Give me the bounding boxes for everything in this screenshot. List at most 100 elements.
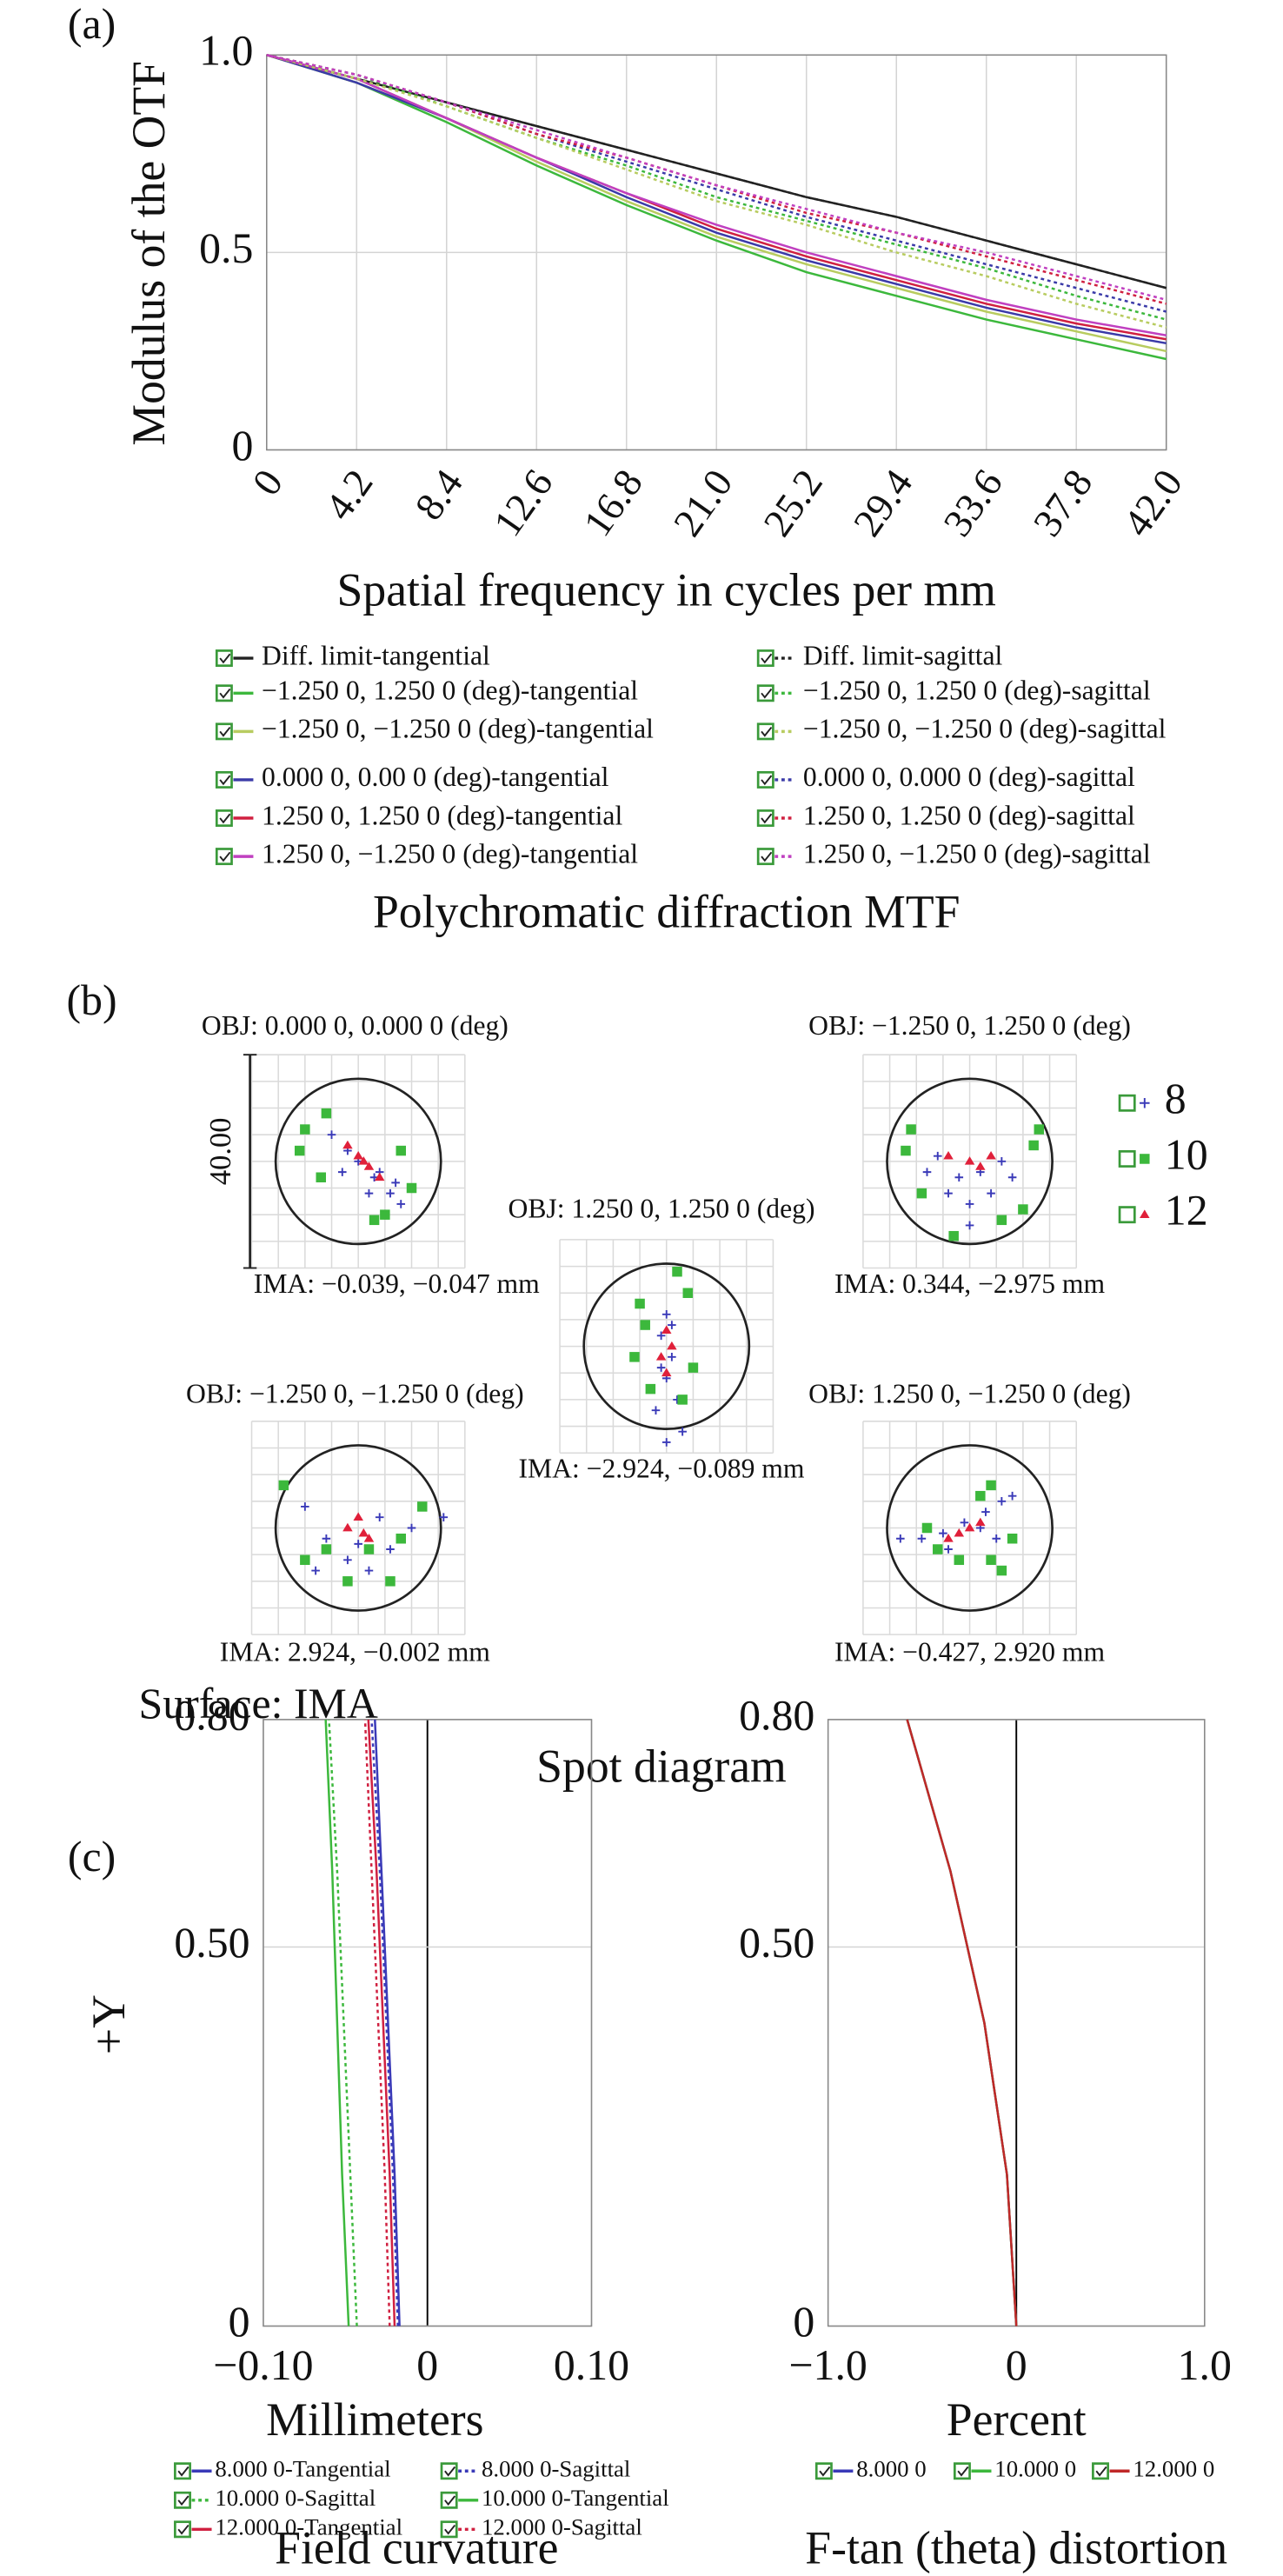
spot-point: [954, 1528, 965, 1537]
chart-title: Polychromatic diffraction MTF: [373, 885, 961, 937]
field-obj-label: OBJ: 1.250 0, −1.250 0 (deg): [808, 1378, 1131, 1408]
legend-label: 8.000 0-Tangential: [215, 2455, 390, 2481]
spot-point: [668, 1353, 676, 1361]
legend-box: [215, 809, 233, 827]
legend-check: [444, 2466, 456, 2477]
spot-point: [380, 1209, 390, 1220]
spot-point: [661, 1368, 672, 1377]
spot-point: [987, 1188, 995, 1198]
curve-line: [328, 1719, 358, 2326]
spot-point: [667, 1341, 677, 1350]
spot-point: [939, 1528, 947, 1538]
spot-point: [391, 1178, 400, 1188]
spot-point: [668, 1321, 676, 1329]
spot-point: [655, 1352, 667, 1361]
legend-label: 12.000 0-Sagittal: [482, 2513, 642, 2539]
airy-disk: [886, 1077, 1054, 1246]
x-tick-label: 0.10: [554, 2341, 629, 2389]
mtf-line: [266, 54, 1167, 336]
x-tick-label: 0: [416, 2341, 438, 2389]
legend-label: 12.000 0: [1133, 2455, 1214, 2481]
spot-point: [906, 1124, 916, 1135]
spot-point: [321, 1544, 332, 1554]
field-ima-label: IMA: 0.344, −2.975 mm: [834, 1268, 1106, 1299]
spot-point: [997, 1157, 1007, 1166]
y-axis-title: +Y: [83, 1994, 135, 2054]
spot-point: [651, 1406, 661, 1414]
legend-marker: [1140, 1154, 1150, 1164]
legend-check: [444, 2495, 456, 2506]
legend-check: [761, 726, 773, 737]
legend-check: [761, 813, 773, 824]
legend-check: [761, 688, 773, 699]
spot-point: [975, 1162, 986, 1170]
legend-label: −1.250 0, 1.250 0 (deg)-tangential: [262, 676, 638, 706]
spot-point: [954, 1554, 965, 1566]
x-tick-label: 21.0: [665, 462, 741, 544]
spot-point: [916, 1188, 927, 1199]
spot-point: [896, 1534, 905, 1543]
spot-point: [1028, 1140, 1039, 1151]
spot-point: [635, 1298, 645, 1309]
legend-check: [177, 2466, 189, 2477]
legend-label: 10: [1165, 1130, 1208, 1178]
legend-label: 0.000 0, 0.00 0 (deg)-tangential: [262, 762, 609, 792]
spot-point: [960, 1518, 969, 1528]
spot-point: [1018, 1204, 1028, 1215]
panel-label: (a): [68, 0, 116, 48]
legend-label: 8.000 0-Sagittal: [482, 2455, 630, 2481]
spot-point: [661, 1438, 671, 1447]
spot-point: [369, 1215, 380, 1226]
spot-point: [364, 1188, 374, 1198]
spot-point: [933, 1151, 942, 1161]
chart-title: Field curvature: [275, 2521, 558, 2573]
legend-box: [215, 770, 233, 789]
curve-line: [367, 1719, 396, 2326]
spot-point: [948, 1230, 959, 1241]
spot-point: [364, 1566, 374, 1575]
legend-label: −1.250 0, −1.250 0 (deg)-sagittal: [803, 714, 1167, 744]
spot-point: [385, 1576, 396, 1587]
legend-label: 8: [1165, 1075, 1187, 1122]
legend-box: [1118, 1094, 1136, 1112]
legend-label: 1.250 0, −1.250 0 (deg)-sagittal: [803, 838, 1151, 869]
panel-label: (c): [68, 1833, 116, 1880]
x-tick-label: 1.0: [1178, 2341, 1232, 2389]
spot-point: [688, 1362, 699, 1373]
x-axis-title: Millimeters: [266, 2393, 483, 2446]
curve-line: [906, 1719, 1018, 2326]
legend-check: [1095, 2466, 1107, 2477]
legend-box: [953, 2462, 971, 2480]
spot-point: [943, 1534, 954, 1542]
x-tick-label: 12.6: [485, 462, 562, 544]
legend-box: [440, 2462, 458, 2480]
plot-frame: [263, 1719, 593, 2327]
airy-disk: [274, 1077, 442, 1246]
spot-point: [943, 1150, 954, 1160]
legend-box: [174, 2462, 191, 2480]
legend-label: 10.000 0-Tangential: [482, 2485, 669, 2511]
legend-box: [215, 684, 233, 702]
spot-point: [661, 1325, 672, 1335]
legend-check: [761, 775, 773, 786]
x-tick-label: 16.8: [575, 462, 651, 544]
airy-disk: [582, 1262, 751, 1430]
legend-box: [215, 722, 233, 741]
y-tick-label: 0.50: [174, 1919, 249, 1967]
airy-disk: [886, 1444, 1054, 1612]
spot-point: [294, 1145, 305, 1156]
spot-point: [342, 1576, 353, 1587]
spot-point: [975, 1517, 986, 1527]
spot-point: [358, 1156, 369, 1165]
spot-point: [996, 1215, 1007, 1226]
legend-label: −1.250 0, 1.250 0 (deg)-sagittal: [803, 676, 1151, 706]
spot-point: [396, 1200, 406, 1208]
x-tick-label: 29.4: [845, 462, 921, 544]
legend-label: 0.000 0, 0.000 0 (deg)-sagittal: [803, 762, 1135, 792]
curve-line: [363, 1719, 391, 2326]
legend-marker: [1140, 1209, 1150, 1219]
spot-point: [406, 1182, 417, 1194]
legend-box: [756, 649, 774, 668]
spot-point: [396, 1534, 406, 1544]
legend-box: [756, 770, 774, 789]
